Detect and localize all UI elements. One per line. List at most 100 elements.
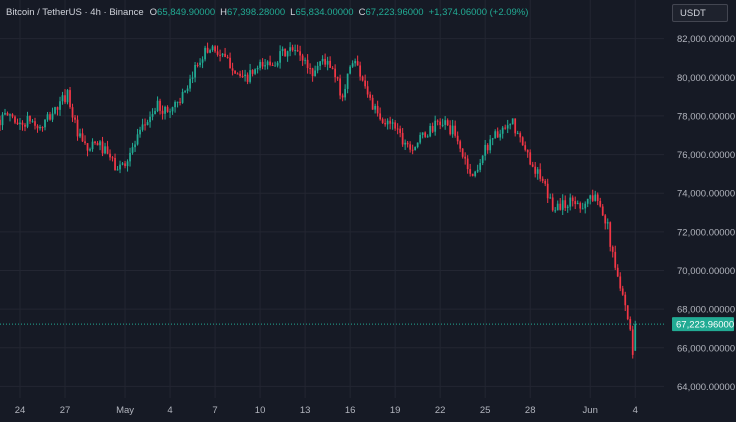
candle-body: [516, 133, 519, 135]
candle: [234, 70, 236, 74]
candle-body: [116, 169, 119, 171]
candle-body: [386, 120, 389, 125]
candle: [246, 72, 249, 85]
candle: [89, 147, 91, 152]
candle-body: [119, 164, 121, 170]
candle-body: [266, 61, 269, 66]
time-tick-label: 16: [345, 405, 356, 416]
candle-body: [351, 63, 354, 67]
candle-body: [134, 144, 136, 148]
candle: [599, 197, 602, 208]
candle: [291, 44, 294, 52]
candle: [116, 166, 119, 171]
candle: [304, 57, 306, 65]
time-axis[interactable]: 24 27 May 4 7 10 13 16 19 22 25 28 Jun 4: [15, 405, 638, 416]
candle-body: [439, 121, 442, 125]
candle: [121, 161, 124, 166]
candle-body: [536, 169, 539, 174]
candle: [561, 194, 564, 215]
candle-body: [409, 144, 412, 150]
candle-body: [511, 118, 514, 125]
candle: [179, 97, 181, 106]
candle: [279, 45, 281, 69]
last-price-tag-label: 67,223.96000: [676, 320, 734, 331]
candle-body: [114, 157, 116, 171]
candle-body: [159, 100, 161, 111]
candle-body: [251, 70, 254, 74]
candle: [609, 221, 612, 252]
candle-body: [31, 121, 34, 123]
candle: [456, 131, 459, 145]
candle: [264, 59, 266, 70]
candle: [21, 120, 24, 131]
candle: [484, 140, 487, 161]
candle: [6, 111, 9, 116]
currency-button[interactable]: USDT: [672, 4, 728, 22]
candle-body: [16, 122, 19, 125]
candle-body: [294, 50, 296, 52]
candle: [471, 173, 474, 177]
candle-body: [459, 141, 462, 149]
candle-body: [564, 200, 567, 208]
candle-body: [314, 70, 316, 77]
candle: [29, 115, 31, 124]
candle-body: [106, 146, 109, 154]
candle-body: [284, 48, 286, 57]
candle: [521, 136, 524, 146]
candle: [91, 138, 94, 152]
candle: [356, 55, 359, 66]
candle-body: [599, 200, 602, 207]
candle-body: [306, 59, 309, 69]
candle: [534, 161, 537, 178]
candle-body: [104, 146, 106, 154]
candle-body: [519, 133, 522, 138]
candle: [24, 122, 26, 132]
candle: [94, 140, 96, 145]
candle: [426, 134, 429, 138]
candle: [481, 155, 484, 166]
candle-body: [611, 246, 614, 252]
candle-body: [496, 131, 499, 138]
candle-body: [154, 111, 156, 115]
candle-body: [44, 119, 46, 128]
candle-body: [461, 148, 464, 157]
candle: [59, 96, 61, 116]
candle: [79, 128, 81, 139]
candle-body: [151, 114, 154, 117]
candle-body: [454, 125, 457, 136]
price-tick-label: 66,000.00000: [677, 343, 735, 354]
candle-body: [556, 203, 559, 211]
candle-body: [566, 206, 569, 208]
candle: [34, 117, 36, 130]
candle: [224, 47, 226, 58]
candle: [144, 118, 146, 131]
candle: [46, 111, 49, 122]
price-axis[interactable]: 64,000.00000 66,000.00000 68,000.00000 70,0…: [677, 34, 735, 393]
candle-body: [96, 143, 99, 146]
candle: [626, 305, 629, 321]
candle-body: [41, 126, 44, 128]
candle: [589, 194, 592, 205]
candle-body: [221, 53, 224, 56]
candle: [556, 200, 559, 211]
symbol-header: Bitcoin / TetherUS · 4h · Binance O 65,84…: [6, 5, 528, 19]
candle: [299, 45, 301, 62]
candle: [571, 195, 574, 207]
candle-body: [551, 197, 554, 211]
candle-body: [269, 61, 271, 65]
symbol-title[interactable]: Bitcoin / TetherUS · 4h · Binance: [6, 6, 144, 18]
candle-body: [539, 169, 542, 179]
candle: [329, 56, 331, 68]
last-price-tag: 67,223.96000: [672, 317, 734, 332]
candle: [559, 198, 562, 211]
candle: [494, 129, 497, 139]
candle-body: [546, 183, 549, 199]
candle: [164, 105, 166, 120]
time-tick-label: 24: [15, 405, 26, 416]
candle: [206, 42, 209, 54]
candle-body: [436, 120, 439, 122]
candle-body: [9, 114, 11, 116]
candle: [461, 148, 464, 159]
